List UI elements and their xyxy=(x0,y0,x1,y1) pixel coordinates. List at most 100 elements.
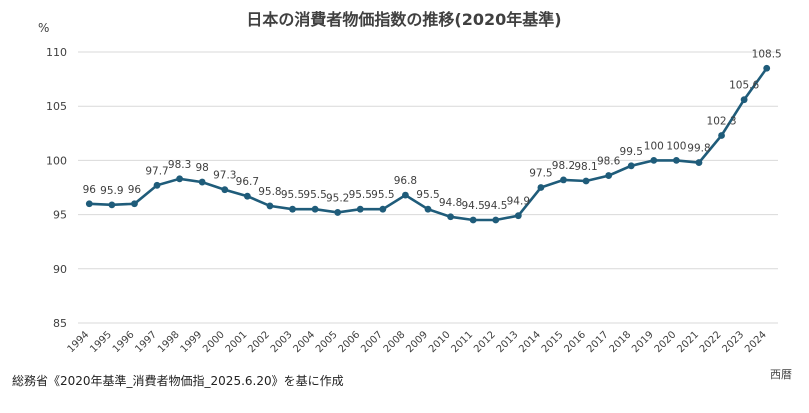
y-tick-label: 95 xyxy=(53,209,67,222)
data-point xyxy=(289,205,296,213)
data-point xyxy=(379,205,387,213)
data-label: 96.8 xyxy=(394,175,417,187)
x-tick-label: 2010 xyxy=(427,329,453,355)
data-point xyxy=(198,178,206,186)
data-point xyxy=(311,205,319,213)
data-point xyxy=(537,184,545,191)
x-tick-label: 2009 xyxy=(404,329,430,355)
x-tick-label: 2006 xyxy=(337,329,363,355)
data-point xyxy=(740,96,748,104)
data-label: 99.5 xyxy=(620,146,643,158)
data-point xyxy=(153,181,161,189)
y-tick-label: 110 xyxy=(46,46,67,59)
x-tick-label: 2001 xyxy=(224,329,250,355)
data-point xyxy=(718,132,725,139)
data-label: 98 xyxy=(196,162,209,174)
x-tick-label: 2020 xyxy=(653,329,679,355)
data-point xyxy=(221,186,229,194)
x-tick-label: 2005 xyxy=(314,329,340,355)
data-label: 99.8 xyxy=(687,143,710,155)
data-point xyxy=(131,200,138,208)
data-label: 95.9 xyxy=(100,185,123,197)
data-point xyxy=(266,202,274,210)
x-axis-ticks: 1994199519961997199819992000200120022003… xyxy=(66,329,769,355)
data-label: 94.5 xyxy=(484,200,507,212)
data-label: 100 xyxy=(644,140,664,152)
data-label: 95.5 xyxy=(303,189,326,201)
data-point xyxy=(492,216,500,224)
data-label: 98.1 xyxy=(574,161,597,173)
x-tick-label: 2017 xyxy=(585,329,611,355)
data-label: 97.5 xyxy=(529,168,552,180)
grid-lines xyxy=(78,51,778,324)
y-tick-label: 105 xyxy=(46,100,67,113)
x-tick-label: 2002 xyxy=(246,329,272,355)
data-label: 100 xyxy=(666,140,686,152)
x-axis-label: 西暦 xyxy=(770,368,792,381)
x-tick-label: 2013 xyxy=(495,329,521,355)
x-tick-label: 2014 xyxy=(517,329,543,355)
x-tick-label: 2012 xyxy=(472,329,498,355)
data-label: 102.3 xyxy=(707,115,737,127)
x-tick-label: 1994 xyxy=(66,329,92,355)
data-label: 94.8 xyxy=(439,197,462,209)
series-layer xyxy=(85,64,771,224)
data-point xyxy=(605,172,613,179)
data-label: 97.7 xyxy=(145,165,168,177)
x-tick-label: 1998 xyxy=(156,329,182,355)
x-tick-label: 2004 xyxy=(291,329,317,355)
data-label: 98.2 xyxy=(552,160,575,172)
data-label: 108.5 xyxy=(752,48,782,60)
data-point xyxy=(108,201,116,209)
x-tick-label: 2003 xyxy=(269,329,295,355)
data-label: 96.7 xyxy=(236,176,259,188)
x-tick-label: 1999 xyxy=(179,329,205,355)
x-tick-label: 2021 xyxy=(675,329,701,355)
x-tick-label: 2022 xyxy=(698,329,724,355)
data-label: 105.6 xyxy=(729,80,759,92)
x-tick-label: 2007 xyxy=(359,329,385,355)
x-tick-label: 1996 xyxy=(111,329,137,355)
y-axis-unit: % xyxy=(38,21,49,35)
chart-title: 日本の消費者物価指数の推移(2020年基準) xyxy=(246,10,561,29)
data-label: 95.2 xyxy=(326,192,349,204)
source-note: 総務省《2020年基準_消費者物価指_2025.6.20》を基に作成 xyxy=(12,373,344,388)
data-point xyxy=(447,213,454,221)
x-tick-label: 2019 xyxy=(630,329,656,355)
data-label: 95.8 xyxy=(258,186,281,198)
data-label: 97.3 xyxy=(213,170,236,182)
data-point xyxy=(695,159,703,166)
data-label: 96 xyxy=(128,184,142,196)
data-label: 98.6 xyxy=(597,156,621,168)
x-tick-label: 2011 xyxy=(450,329,476,355)
data-label: 96 xyxy=(83,184,97,196)
data-point xyxy=(402,191,409,199)
y-axis-ticks: 85 90 95 100 105 110 xyxy=(46,46,67,330)
data-point xyxy=(424,205,432,213)
data-label: 95.5 xyxy=(349,189,372,201)
data-label: 95.5 xyxy=(371,189,394,201)
data-label: 95.5 xyxy=(416,189,439,201)
y-tick-label: 100 xyxy=(46,154,67,167)
data-point xyxy=(560,176,567,184)
y-tick-label: 85 xyxy=(53,317,67,330)
data-point xyxy=(334,209,342,216)
x-tick-label: 2016 xyxy=(562,329,588,355)
data-point xyxy=(582,177,590,185)
data-point xyxy=(672,157,680,164)
data-point xyxy=(514,212,522,220)
x-tick-label: 1997 xyxy=(133,329,159,355)
x-tick-label: 2000 xyxy=(201,329,227,355)
data-point xyxy=(176,175,184,183)
x-tick-label: 1995 xyxy=(88,329,114,355)
data-point xyxy=(627,162,635,170)
data-label: 95.5 xyxy=(281,189,304,201)
data-label: 94.5 xyxy=(461,200,484,212)
data-label: 94.9 xyxy=(507,196,530,208)
data-label: 98.3 xyxy=(168,159,191,171)
x-tick-label: 2024 xyxy=(743,329,769,355)
data-point xyxy=(243,192,251,200)
x-tick-label: 2008 xyxy=(382,329,408,355)
